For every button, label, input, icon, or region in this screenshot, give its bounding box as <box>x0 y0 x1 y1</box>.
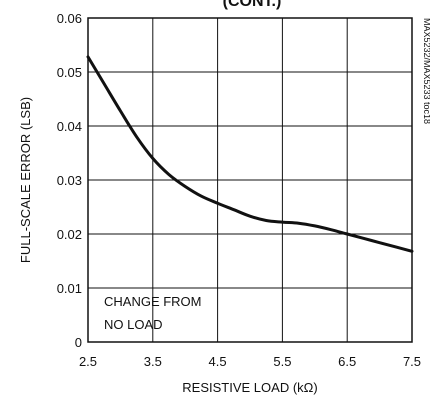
y-tick-labels: 0 0.01 0.02 0.03 0.04 0.05 0.06 <box>57 11 82 350</box>
y-axis-title: FULL-SCALE ERROR (LSB) <box>18 97 33 263</box>
y-tick-label: 0.04 <box>57 119 82 134</box>
y-tick-label: 0.01 <box>57 281 82 296</box>
y-tick-label: 0.05 <box>57 65 82 80</box>
y-tick-label: 0 <box>75 335 82 350</box>
annotation-line-2: NO LOAD <box>104 317 163 332</box>
chart-title: (CONT.) <box>223 0 282 10</box>
x-axis-title: RESISTIVE LOAD (kΩ) <box>182 380 317 395</box>
x-tick-labels: 2.5 3.5 4.5 5.5 6.5 7.5 <box>79 354 421 369</box>
x-tick-label: 2.5 <box>79 354 97 369</box>
x-tick-label: 3.5 <box>144 354 162 369</box>
grid <box>88 18 412 342</box>
y-tick-label: 0.06 <box>57 11 82 26</box>
annotation-line-1: CHANGE FROM <box>104 294 202 309</box>
x-tick-label: 6.5 <box>338 354 356 369</box>
x-tick-label: 7.5 <box>403 354 421 369</box>
x-tick-label: 4.5 <box>209 354 227 369</box>
y-tick-label: 0.02 <box>57 227 82 242</box>
x-tick-label: 5.5 <box>273 354 291 369</box>
side-label: MAX5232/MAX5233 toc18 <box>422 18 430 124</box>
series-line <box>86 55 414 253</box>
y-tick-label: 0.03 <box>57 173 82 188</box>
